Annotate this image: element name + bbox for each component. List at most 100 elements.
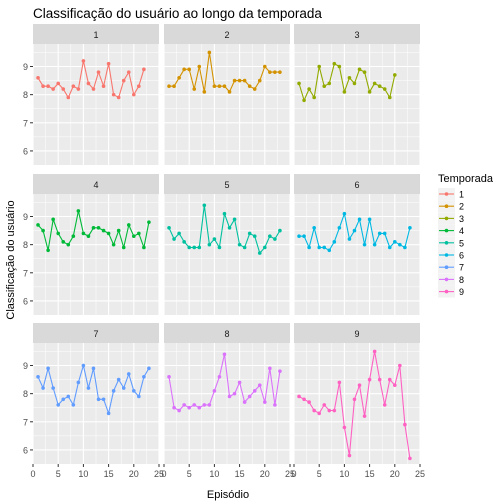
- data-point: [197, 64, 202, 69]
- data-point: [61, 397, 66, 402]
- data-point: [132, 234, 136, 239]
- data-point: [202, 203, 207, 208]
- data-point: [197, 245, 202, 250]
- data-point: [317, 411, 322, 416]
- data-point: [408, 456, 412, 461]
- x-axis-label: Episódio: [207, 489, 249, 501]
- data-point: [76, 209, 81, 213]
- data-point: [56, 81, 60, 86]
- legend-item-7: 7: [438, 261, 464, 274]
- data-point: [172, 237, 176, 241]
- legend-label: 8: [459, 275, 464, 285]
- data-point: [91, 87, 96, 91]
- data-point: [408, 225, 412, 230]
- data-point: [41, 84, 45, 89]
- data-point: [46, 366, 50, 371]
- data-point: [372, 242, 377, 247]
- data-point: [217, 374, 222, 379]
- data-point: [172, 405, 176, 410]
- data-point: [242, 78, 247, 83]
- data-point: [192, 87, 197, 91]
- data-point: [51, 386, 55, 390]
- y-tick-label: 9: [23, 62, 28, 72]
- data-point: [403, 422, 407, 427]
- data-point: [66, 394, 71, 399]
- data-point: [167, 225, 171, 230]
- legend-point: [444, 192, 449, 196]
- data-point: [307, 87, 311, 91]
- data-point: [126, 223, 131, 227]
- data-point: [142, 374, 146, 379]
- data-point: [172, 84, 176, 89]
- data-point: [121, 245, 126, 250]
- facet-strip-label: 4: [93, 180, 98, 190]
- y-tick-label: 8: [23, 90, 28, 100]
- data-point: [66, 95, 71, 100]
- data-point: [367, 377, 372, 382]
- legend-item-9: 9: [438, 285, 464, 298]
- data-point: [81, 363, 86, 368]
- data-point: [357, 383, 362, 388]
- data-point: [41, 386, 45, 390]
- data-point: [263, 400, 267, 404]
- facet-panel-7: 7: [32, 323, 160, 464]
- data-point: [247, 394, 252, 399]
- data-point: [182, 240, 186, 244]
- facet-panel-4: 4: [32, 174, 160, 315]
- data-point: [257, 383, 262, 388]
- y-tick-label: 9: [23, 212, 28, 222]
- data-point: [322, 403, 327, 407]
- data-point: [106, 231, 111, 236]
- x-tick-label: 5: [187, 469, 192, 479]
- data-point: [387, 245, 392, 250]
- data-point: [227, 90, 232, 94]
- data-point: [212, 84, 217, 89]
- data-point: [202, 90, 207, 94]
- data-point: [177, 75, 181, 80]
- data-point: [177, 408, 181, 413]
- data-point: [96, 70, 101, 74]
- facet-panel-9: 9: [293, 323, 421, 464]
- data-point: [76, 380, 81, 385]
- legend-label: 5: [459, 238, 464, 248]
- data-point: [126, 372, 131, 376]
- data-point: [322, 84, 327, 89]
- facet-strip: [294, 24, 420, 44]
- data-point: [192, 403, 197, 407]
- y-tick-label: 8: [23, 389, 28, 399]
- facet-strip-label: 1: [93, 30, 98, 40]
- x-tick-label: 0: [30, 469, 35, 479]
- x-tick-label: 25: [415, 469, 425, 479]
- chart-title: Classificação do usuário ao longo da tem…: [33, 6, 322, 21]
- data-point: [327, 81, 332, 86]
- data-point: [96, 397, 101, 402]
- y-tick-label: 9: [23, 361, 28, 371]
- data-point: [278, 369, 282, 373]
- data-point: [257, 251, 262, 255]
- data-point: [41, 228, 45, 233]
- data-point: [106, 411, 111, 416]
- data-point: [71, 84, 76, 89]
- data-point: [307, 400, 311, 404]
- data-point: [393, 73, 397, 77]
- legend: 1 2 3 4 5 6 7 8 9: [438, 188, 464, 298]
- data-point: [51, 217, 55, 222]
- facet-strip: [294, 174, 420, 194]
- data-point: [393, 383, 397, 388]
- y-tick-label: 6: [23, 445, 28, 455]
- x-tick-label: 0: [291, 469, 296, 479]
- data-point: [357, 67, 362, 72]
- legend-label: 9: [459, 287, 464, 297]
- x-tick-label: 5: [317, 469, 322, 479]
- data-point: [232, 217, 237, 222]
- facet-strip-label: 8: [224, 329, 229, 339]
- legend-point: [444, 216, 449, 221]
- data-point: [132, 92, 136, 97]
- facet-strip-label: 7: [93, 329, 98, 339]
- legend-item-8: 8: [438, 273, 464, 286]
- facet-strip-label: 9: [354, 329, 359, 339]
- data-point: [367, 217, 372, 222]
- data-point: [91, 225, 96, 230]
- data-point: [121, 78, 126, 83]
- data-point: [36, 223, 40, 227]
